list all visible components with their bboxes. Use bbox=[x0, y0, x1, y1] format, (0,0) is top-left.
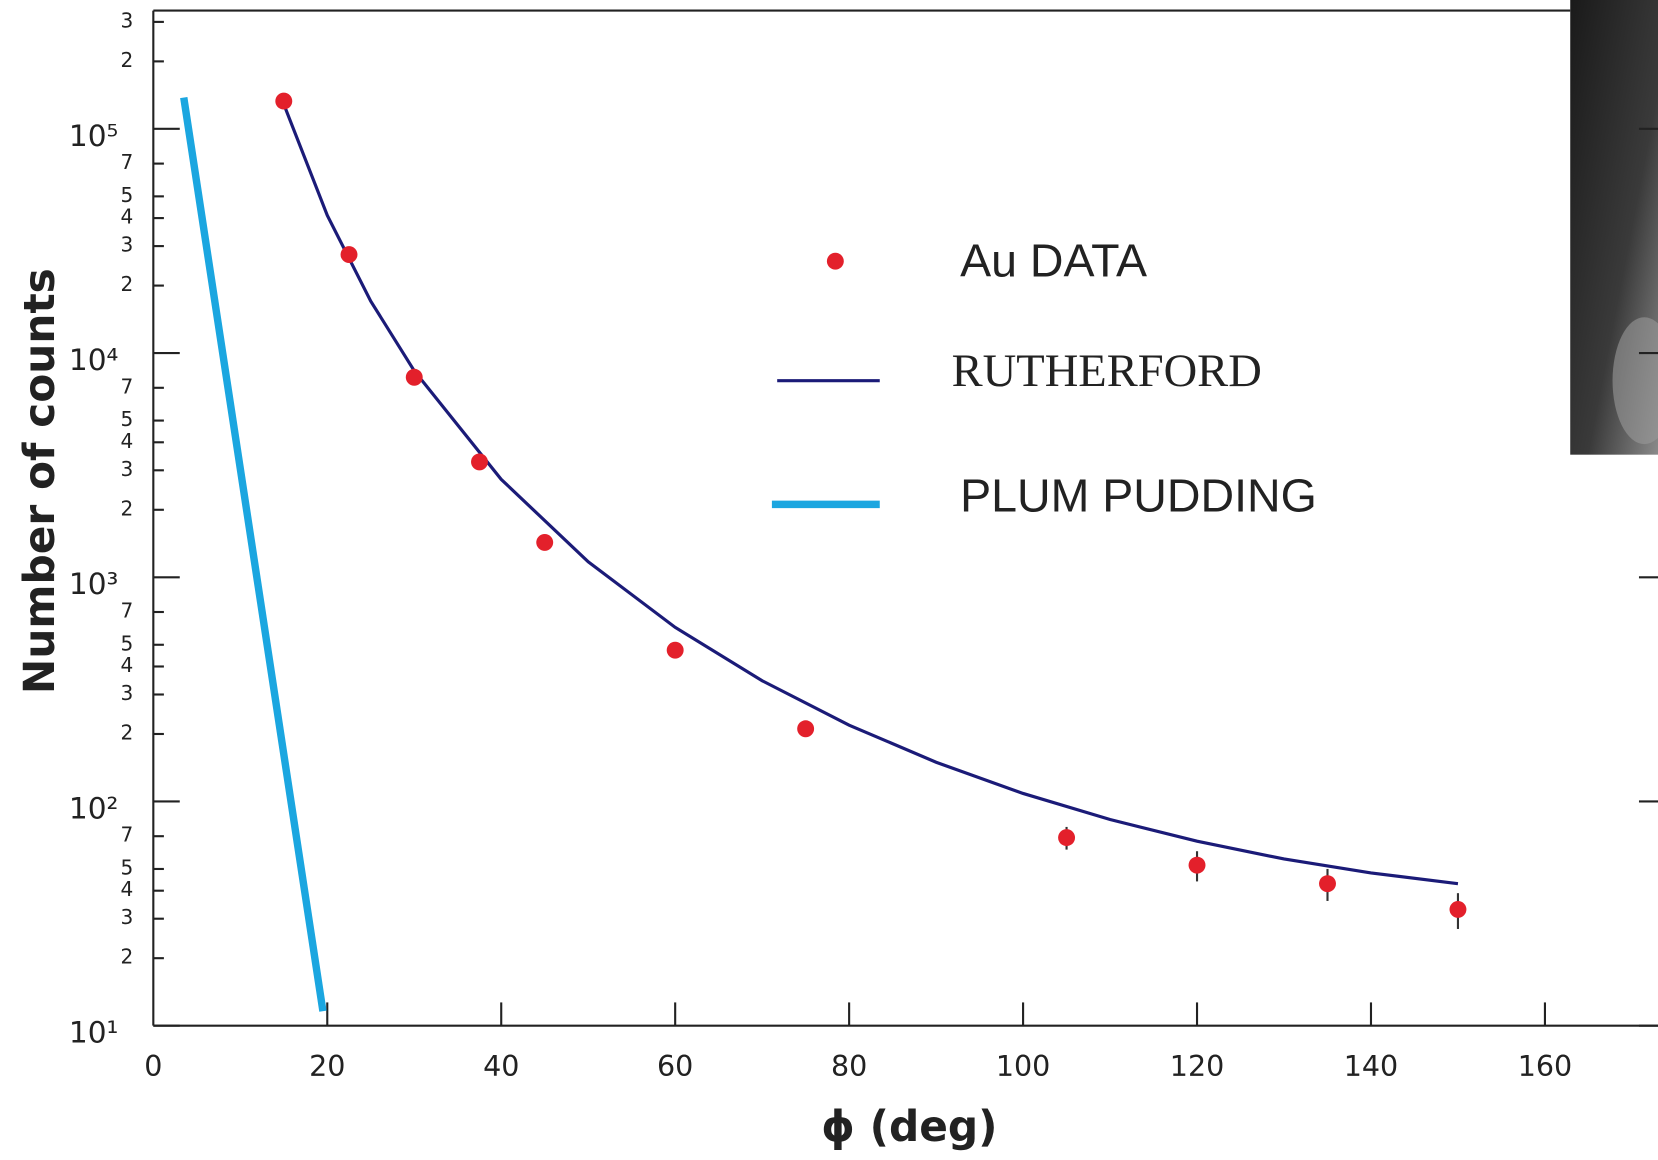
x-tick-label: 0 bbox=[144, 1050, 162, 1083]
y-tick-label: 5 bbox=[120, 855, 133, 879]
x-tick-label: 40 bbox=[483, 1050, 519, 1083]
x-tick-label: 160 bbox=[1518, 1050, 1572, 1083]
data-point bbox=[405, 368, 423, 386]
data-point bbox=[1058, 829, 1076, 847]
series-line bbox=[180, 96, 327, 1012]
y-tick-label: 3 bbox=[120, 905, 133, 929]
data-point bbox=[1188, 856, 1206, 874]
x-tick-label: 120 bbox=[1170, 1050, 1224, 1083]
y-tick-label: 2 bbox=[120, 272, 133, 296]
photo-highlight bbox=[1612, 317, 1658, 445]
y-tick-label: 7 bbox=[120, 599, 133, 623]
y-tick-label: 10⁵ bbox=[69, 119, 119, 153]
y-tick-label: 3 bbox=[120, 8, 133, 32]
y-tick-label: 10³ bbox=[69, 567, 119, 601]
data-point bbox=[1319, 875, 1336, 893]
y-tick-label: 5 bbox=[120, 183, 133, 207]
legend-label: PLUM PUDDING bbox=[960, 469, 1317, 521]
y-tick-label: 4 bbox=[120, 205, 133, 229]
y-axis-label: Number of counts bbox=[15, 268, 64, 694]
x-tick-label: 140 bbox=[1344, 1050, 1398, 1083]
legend-marker bbox=[826, 252, 844, 270]
y-tick-label: 7 bbox=[120, 374, 133, 398]
plot-root: Number of counts ϕ (deg) 0 20 40 60 80 100 120… bbox=[15, 0, 1658, 1151]
y-tick-label: 4 bbox=[120, 653, 133, 677]
x-axis-label: ϕ (deg) bbox=[821, 1102, 997, 1151]
x-tick-label: 20 bbox=[309, 1050, 345, 1083]
data-point bbox=[1449, 900, 1467, 918]
legend-label: Au DATA bbox=[960, 235, 1147, 287]
series-line bbox=[282, 103, 1459, 886]
legend-label: RUTHERFORD bbox=[952, 346, 1262, 397]
y-tick-label: 3 bbox=[120, 681, 133, 705]
y-tick-label: 2 bbox=[120, 945, 133, 969]
y-tick-label: 2 bbox=[120, 720, 133, 744]
data-point bbox=[797, 720, 815, 738]
data-point bbox=[536, 533, 554, 551]
y-tick-label: 7 bbox=[120, 823, 133, 847]
y-tick-label: 10⁴ bbox=[69, 343, 119, 377]
x-tick-label: 100 bbox=[996, 1050, 1050, 1083]
data-point bbox=[471, 453, 488, 471]
y-tick-label: 2 bbox=[120, 496, 133, 520]
y-tick-label: 5 bbox=[120, 631, 133, 655]
y-tick-label: 10¹ bbox=[69, 1016, 119, 1050]
y-tick-label: 4 bbox=[120, 877, 133, 901]
y-tick-label: 5 bbox=[120, 407, 133, 431]
y-tick-label: 7 bbox=[120, 150, 133, 174]
data-point bbox=[666, 641, 684, 659]
data-point bbox=[340, 246, 358, 264]
y-tick-label: 3 bbox=[120, 457, 133, 481]
x-tick-label: 60 bbox=[657, 1050, 693, 1083]
y-tick-label: 2 bbox=[120, 48, 133, 72]
y-tick-label: 3 bbox=[120, 233, 133, 257]
y-tick-label: 4 bbox=[120, 429, 133, 453]
y-tick-label: 10² bbox=[69, 791, 119, 825]
x-tick-label: 80 bbox=[831, 1050, 867, 1083]
data-point bbox=[275, 92, 293, 110]
